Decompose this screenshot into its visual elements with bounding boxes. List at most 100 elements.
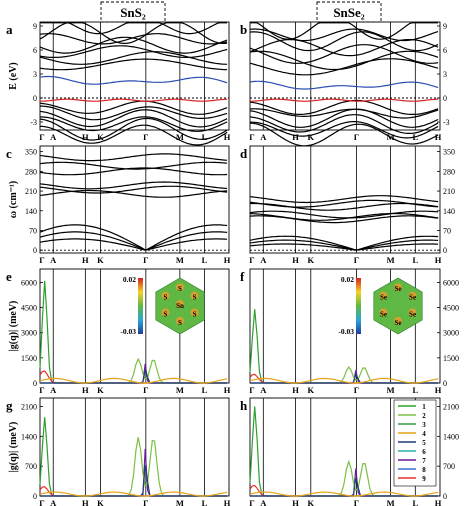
ytick-label: 2100: [21, 403, 37, 412]
kpoint-label: M: [387, 498, 395, 506]
valence-band: [249, 121, 439, 139]
kpoint-label: H: [82, 255, 89, 265]
kpoint-label: M: [176, 255, 184, 265]
ytick-label: 1500: [443, 354, 459, 363]
ytick-label: 0: [33, 246, 37, 255]
coupling-peak-sides: [40, 437, 228, 497]
kpoint-label: H: [292, 385, 299, 395]
ytick-label: 9: [443, 22, 447, 31]
kpoint-label: K: [307, 132, 314, 142]
kpoint-label: Γ: [249, 132, 254, 142]
atom-label: Se: [395, 319, 402, 327]
ytick-label: 700: [443, 462, 455, 471]
kpoint-label: Γ: [354, 498, 359, 506]
atom-label: S: [163, 294, 167, 302]
optical-branch: [39, 161, 228, 170]
conduction-band: [249, 50, 439, 71]
ytick-label: 2100: [443, 403, 459, 412]
valence-band: [39, 100, 228, 115]
coupling-peak-sides: [40, 357, 228, 384]
optical-branch: [249, 212, 439, 221]
kpoint-label: A: [260, 385, 267, 395]
valence-band: [249, 122, 439, 147]
column-title-2: SnSe₂: [333, 5, 364, 20]
kpoint-label: A: [260, 132, 267, 142]
coupling-peak-blue: [250, 373, 439, 384]
kpoint-label: A: [50, 498, 57, 506]
kpoint-label: L: [412, 498, 418, 506]
y-axis-label: |g(q)| (meV): [8, 422, 19, 473]
kpoint-label: H: [82, 385, 89, 395]
ytick-label: 70: [29, 226, 37, 235]
conduction-band: [40, 22, 228, 35]
legend-label: 7: [422, 457, 426, 465]
conduction-band: [39, 36, 228, 54]
kpoint-label: H: [82, 132, 89, 142]
coupling-baseline: [39, 491, 228, 497]
ytick-label: 700: [25, 462, 37, 471]
ytick-label: 210: [443, 187, 455, 196]
legend-label: 3: [422, 421, 426, 429]
kpoint-label: M: [387, 385, 395, 395]
valence-band: [249, 114, 439, 134]
legend-label: 5: [422, 439, 426, 447]
colorbar-min: -0.03: [120, 327, 136, 336]
kpoint-label: L: [202, 132, 208, 142]
legend-box: [393, 399, 437, 487]
panel-letter: b: [240, 22, 247, 37]
kpoint-label: Γ: [143, 385, 148, 395]
y-axis-label: ω (cm⁻¹): [8, 181, 19, 219]
kpoint-label: K: [97, 132, 104, 142]
kpoint-label: L: [202, 255, 208, 265]
legend-label: 2: [422, 412, 426, 420]
kpoint-label: L: [202, 498, 208, 506]
valence-band: [39, 117, 228, 141]
colorbar: [138, 278, 143, 334]
ytick-label: 140: [25, 207, 37, 216]
ytick-label: 4500: [21, 304, 37, 313]
coupling-baseline: [249, 491, 439, 497]
colorbar: [356, 278, 361, 334]
valence-band: [39, 109, 228, 128]
ytick-label: 6: [33, 46, 37, 55]
kpoint-label: H: [435, 385, 442, 395]
ytick-label: 0: [443, 492, 447, 501]
atom-lobe: [394, 283, 402, 292]
kpoint-label: Γ: [39, 385, 44, 395]
atom-label: Se: [380, 294, 387, 302]
kpoint-label: K: [307, 255, 314, 265]
panel-letter: d: [240, 146, 248, 161]
optical-branch: [249, 199, 439, 208]
atom-label: S: [178, 285, 182, 293]
kpoint-label: K: [97, 385, 104, 395]
kpoint-label: Γ: [249, 255, 254, 265]
conduction-band-bottom: [39, 75, 228, 85]
legend-label: 1: [422, 403, 426, 411]
kpoint-label: M: [176, 132, 184, 142]
ytick-label: 70: [443, 226, 451, 235]
conduction-band: [39, 22, 228, 45]
colorbar-min: -0.03: [338, 327, 354, 336]
kpoint-label: H: [292, 498, 299, 506]
coupling-baseline: [39, 377, 228, 384]
panel-letter: g: [6, 398, 13, 413]
kpoint-label: Γ: [249, 498, 254, 506]
ytick-label: 3000: [443, 329, 459, 338]
kpoint-label: Γ: [143, 132, 148, 142]
kpoint-label: M: [387, 255, 395, 265]
ytick-label: 3000: [21, 329, 37, 338]
ytick-label: 210: [25, 187, 37, 196]
kpoint-label: Γ: [143, 255, 148, 265]
kpoint-label: A: [50, 255, 57, 265]
conduction-band: [250, 22, 439, 40]
valence-band: [39, 105, 228, 121]
legend-label: 8: [422, 466, 426, 474]
atom-lobe: [190, 308, 199, 317]
kpoint-label: Γ: [354, 255, 359, 265]
